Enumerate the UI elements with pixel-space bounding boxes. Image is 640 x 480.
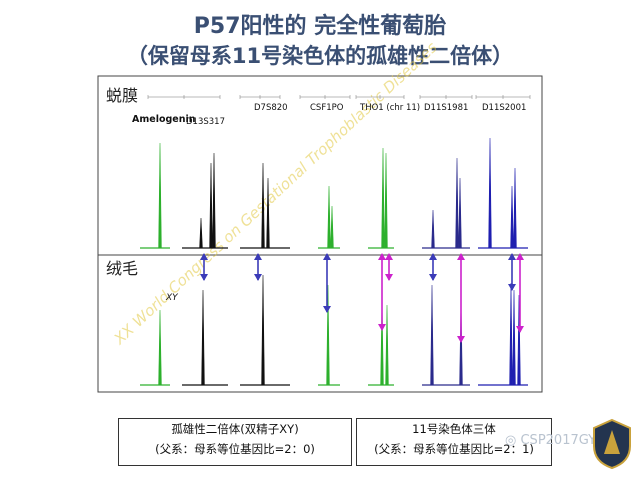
slide-title-line2: （保留母系11号染色体的孤雄性二倍体） bbox=[126, 44, 514, 68]
bp-size-ruler bbox=[147, 95, 531, 99]
marker-d13s317: D13S317 bbox=[186, 117, 225, 127]
allele-peak bbox=[455, 157, 459, 249]
arrow-head bbox=[457, 336, 465, 343]
figure-frame bbox=[97, 75, 543, 393]
arrow-head bbox=[254, 253, 262, 260]
wechat-watermark: ◎ CSP2017GYN bbox=[505, 433, 606, 448]
allele-peak bbox=[488, 137, 492, 249]
allele-peak bbox=[158, 309, 162, 386]
arrow-head bbox=[457, 253, 465, 260]
row-label-villi: 绒毛 bbox=[106, 259, 138, 278]
arrow-head bbox=[429, 253, 437, 260]
allele-peak bbox=[512, 289, 516, 386]
row-label-decidua: 蜕膜 bbox=[106, 86, 138, 105]
allele-peak bbox=[261, 162, 265, 249]
left-caption-line2: (父系：母系等位基因比=2：0) bbox=[155, 442, 315, 456]
allele-peak bbox=[201, 289, 205, 386]
slide-title-line1: P57阳性的 完全性葡萄胎 bbox=[193, 14, 447, 39]
arrow-head bbox=[200, 253, 208, 260]
allele-peak bbox=[199, 217, 203, 249]
allele-peak bbox=[384, 152, 388, 249]
allele-peak bbox=[380, 299, 384, 386]
shield-logo-icon bbox=[593, 418, 631, 470]
arrow-head bbox=[200, 274, 208, 281]
allele-peak bbox=[158, 142, 162, 249]
allele-peak bbox=[517, 294, 521, 386]
marker-tho1: THO1 (chr 11) bbox=[359, 103, 420, 113]
left-caption-line1: 孤雄性二倍体(双精子XY) bbox=[171, 422, 299, 436]
arrow-head bbox=[516, 253, 524, 260]
electropherogram-peaks bbox=[158, 137, 521, 386]
left-caption-box: 孤雄性二倍体(双精子XY) (父系：母系等位基因比=2：0) bbox=[118, 418, 352, 466]
arrow-head bbox=[385, 253, 393, 260]
allele-arrows bbox=[200, 253, 524, 343]
arrow-head bbox=[508, 284, 516, 291]
allele-peak bbox=[431, 209, 435, 249]
allele-peak bbox=[385, 304, 389, 386]
allele-peak bbox=[266, 177, 270, 249]
allele-peak bbox=[326, 284, 330, 386]
right-caption-line1: 11号染色体三体 bbox=[412, 422, 496, 436]
arrow-head bbox=[508, 253, 516, 260]
xy-label: XY bbox=[165, 293, 179, 303]
marker-amelogenin: Amelogenin bbox=[132, 114, 196, 125]
arrow-head bbox=[323, 253, 331, 260]
allele-peak bbox=[509, 282, 513, 386]
arrow-head bbox=[254, 274, 262, 281]
right-caption-line2: (父系：母系等位基因比=2：1) bbox=[374, 442, 534, 456]
allele-peak bbox=[330, 205, 334, 249]
allele-peak bbox=[209, 162, 213, 249]
marker-d7s820: D7S820 bbox=[254, 103, 288, 113]
allele-peak bbox=[513, 167, 517, 249]
allele-peak bbox=[430, 284, 434, 386]
arrow-head bbox=[378, 253, 386, 260]
allele-peak bbox=[458, 177, 462, 249]
marker-d11s1981: D11S1981 bbox=[424, 103, 468, 113]
arrow-head bbox=[429, 274, 437, 281]
marker-d11s2001: D11S2001 bbox=[482, 103, 526, 113]
arrow-head bbox=[378, 324, 386, 331]
arrow-head bbox=[385, 274, 393, 281]
allele-peak bbox=[510, 185, 514, 249]
allele-peak bbox=[327, 185, 331, 249]
arrow-head bbox=[516, 326, 524, 333]
allele-peak bbox=[212, 152, 216, 249]
allele-peak bbox=[261, 274, 265, 386]
wechat-icon: ◎ bbox=[505, 433, 521, 448]
arrow-head bbox=[323, 306, 331, 313]
right-caption-box: 11号染色体三体 (父系：母系等位基因比=2：1) bbox=[356, 418, 552, 466]
marker-csf1po: CSF1PO bbox=[310, 103, 344, 113]
allele-peak bbox=[381, 147, 385, 249]
